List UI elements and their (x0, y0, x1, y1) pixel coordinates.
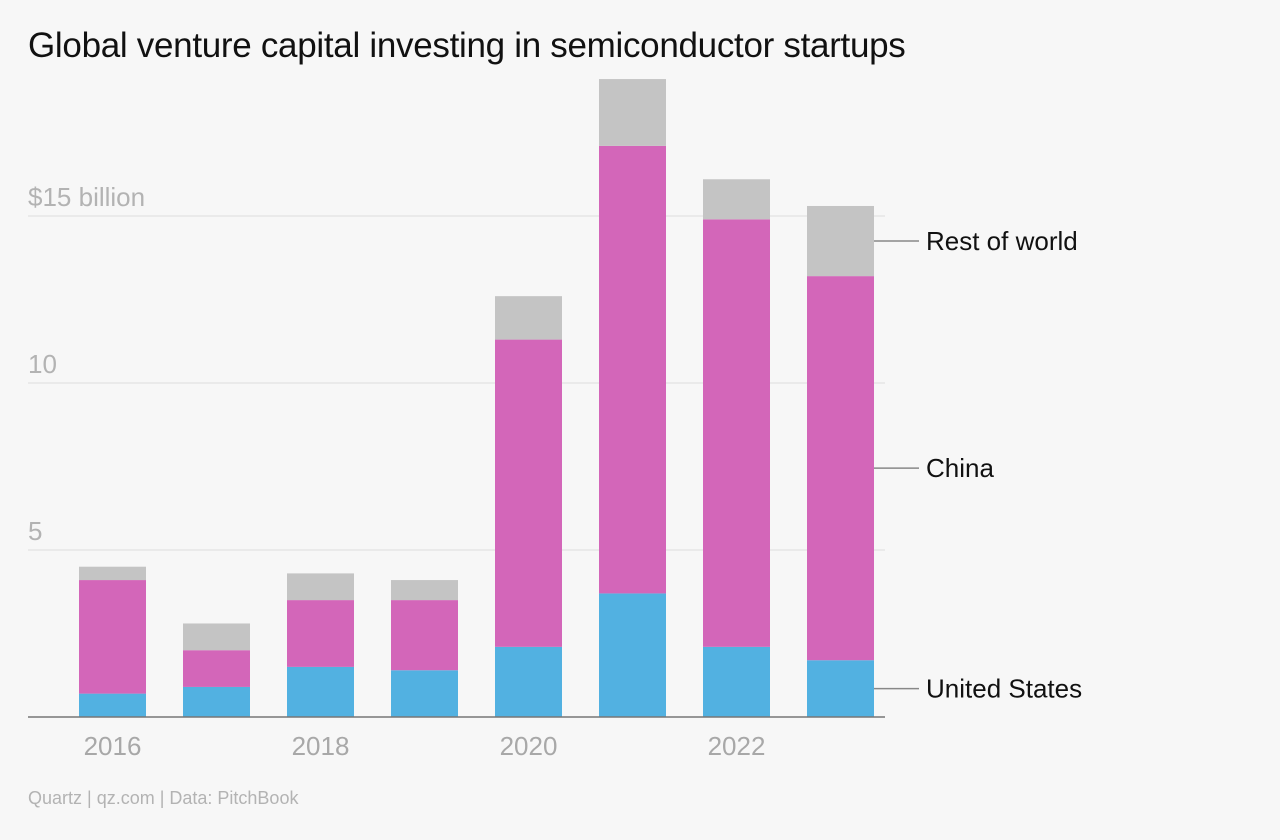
bar-2021-united-states (599, 593, 666, 717)
bar-2023-rest-of-world (807, 205, 874, 277)
y-tick-label: 5 (28, 516, 42, 546)
bar-2019-united-states (391, 670, 458, 717)
bar-2022-china (703, 219, 770, 647)
series-label-rest-of-world: Rest of world (926, 226, 1078, 256)
bar-2019-rest-of-world (391, 580, 458, 601)
bar-2023-china (807, 276, 874, 661)
x-tick-label: 2018 (292, 731, 350, 761)
source-note: Quartz | qz.com | Data: PitchBook (28, 788, 299, 808)
x-tick-label: 2022 (708, 731, 766, 761)
bar-2019-china (391, 600, 458, 671)
y-tick-label: $15 billion (28, 182, 145, 212)
y-tick-label: 10 (28, 349, 57, 379)
x-tick-label: 2016 (84, 731, 142, 761)
bar-2020-rest-of-world (495, 296, 562, 340)
bar-2016-china (79, 580, 146, 694)
bar-2020-china (495, 339, 562, 647)
series-labels: United States China Rest of world (874, 226, 1082, 704)
bar-2017-rest-of-world (183, 623, 250, 651)
bar-2018-china (287, 600, 354, 667)
bar-2018-united-states (287, 666, 354, 717)
bar-2017-united-states (183, 686, 250, 717)
gridlines: 5 10 $15 billion (28, 182, 885, 551)
chart-title: Global venture capital investing in semi… (28, 26, 906, 65)
bar-2016-united-states (79, 693, 146, 717)
series-label-china: China (926, 453, 994, 483)
bar-2023-united-states (807, 660, 874, 717)
x-axis: 2016 2018 2020 2022 (28, 716, 885, 761)
series-label-united-states: United States (926, 674, 1082, 704)
bar-2018-rest-of-world (287, 573, 354, 601)
bar-2022-united-states (703, 646, 770, 717)
bar-2020-united-states (495, 646, 562, 717)
bar-2022-rest-of-world (703, 179, 770, 220)
bar-2021-china (599, 145, 666, 594)
stacked-bar-chart: 5 10 $15 billion 2016 2018 2020 2022 United S… (28, 79, 1082, 761)
bar-2021-rest-of-world (599, 79, 666, 146)
bar-2017-china (183, 650, 250, 687)
bar-2016-rest-of-world (79, 566, 146, 581)
bars (79, 79, 874, 717)
x-tick-label: 2020 (500, 731, 558, 761)
